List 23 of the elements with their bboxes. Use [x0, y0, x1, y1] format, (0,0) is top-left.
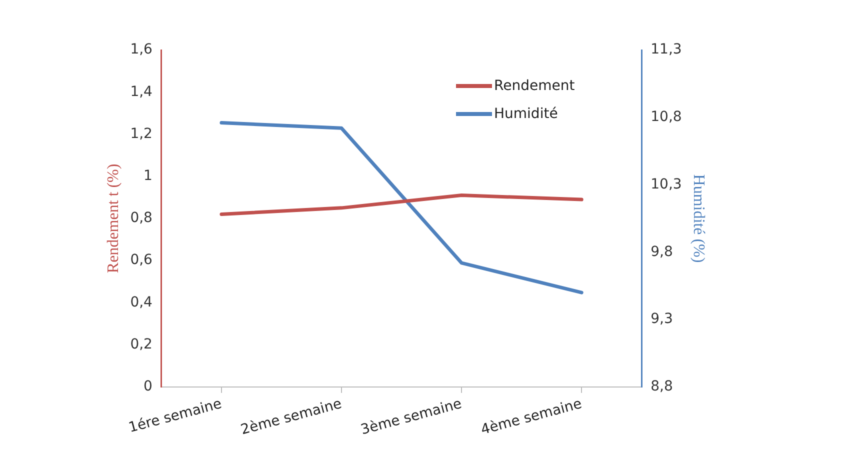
- y2-tick-label: 10,8: [650, 109, 682, 126]
- y2-tick-label: 9,8: [650, 244, 673, 260]
- y2-tick-label: 11,3: [650, 42, 682, 58]
- y-axis-title: Rendement t (%): [104, 164, 122, 274]
- y-tick-label: 1,6: [130, 42, 153, 58]
- legend-label: Rendement: [494, 78, 575, 94]
- y2-tick-label: 8,8: [650, 378, 673, 395]
- x-tick-label: 3ème semaine: [359, 396, 464, 438]
- y-tick-label: 0,8: [130, 210, 152, 226]
- y-tick-label: 0,6: [130, 252, 153, 268]
- y-tick-label: 0,2: [130, 336, 152, 352]
- x-tick-label: 4ème semaine: [479, 396, 584, 438]
- y2-axis-title: Humidité (%): [690, 174, 708, 263]
- y-tick-label: 1,2: [130, 126, 152, 142]
- y-tick-label: 1,4: [130, 84, 153, 100]
- legend-label: Humidité: [494, 106, 558, 122]
- y-tick-label: 1: [144, 168, 152, 184]
- x-tick-label: 2ème semaine: [239, 396, 344, 438]
- y-tick-label: 0: [144, 378, 152, 395]
- y2-tick-label: 10,3: [650, 176, 682, 192]
- y-tick-label: 0,4: [130, 294, 153, 310]
- x-tick-label: 1ére semaine: [127, 396, 224, 436]
- y2-tick-label: 9,3: [650, 311, 673, 328]
